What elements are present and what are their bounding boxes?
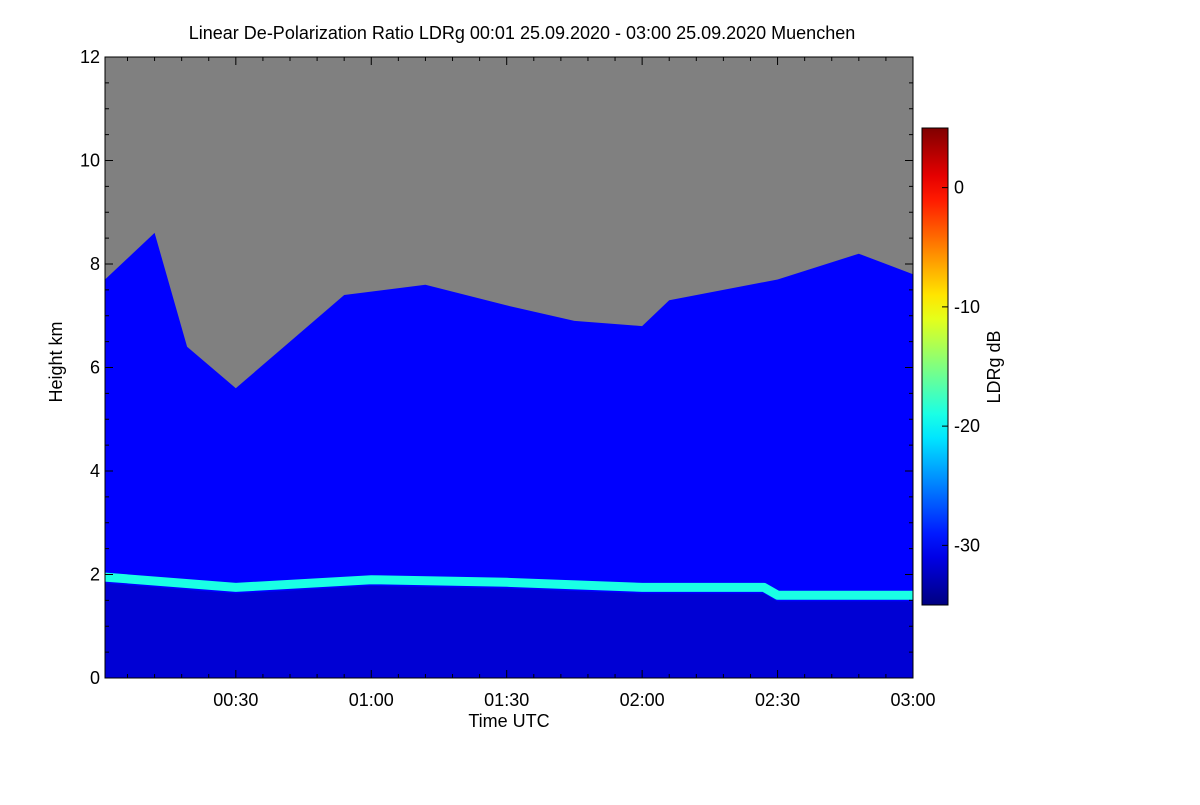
colorbar-tick-label: 0 — [954, 178, 964, 198]
y-tick-label: 2 — [90, 565, 100, 585]
colorbar-tick-label: -20 — [954, 416, 980, 436]
colorbar-ticks: -30 -20 -10 0 — [942, 178, 980, 555]
chart-title: Linear De-Polarization Ratio LDRg 00:01 … — [189, 23, 855, 43]
y-tick-label: 12 — [80, 47, 100, 67]
y-axis-label: Height km — [46, 321, 66, 402]
lower-dark-band — [105, 583, 913, 678]
x-tick-label: 03:00 — [890, 690, 935, 710]
colorbar-tick-label: -30 — [954, 535, 980, 555]
x-tick-label: 01:00 — [349, 690, 394, 710]
x-tick-label: 00:30 — [213, 690, 258, 710]
colorbar — [921, 127, 949, 606]
colorbar-label: LDRg dB — [984, 330, 1004, 403]
x-tick-label: 02:00 — [620, 690, 665, 710]
y-axis: 0 2 4 6 8 10 12 — [80, 47, 913, 688]
signal-area — [105, 232, 913, 678]
x-tick-label: 01:30 — [484, 690, 529, 710]
y-tick-label: 6 — [90, 358, 100, 378]
y-tick-label: 10 — [80, 151, 100, 171]
y-tick-label: 4 — [90, 461, 100, 481]
y-tick-label: 8 — [90, 254, 100, 274]
colorbar-tick-label: -10 — [954, 297, 980, 317]
y-tick-label: 0 — [90, 668, 100, 688]
x-tick-label: 02:30 — [755, 690, 800, 710]
x-axis: 00:30 01:00 01:30 02:00 02:30 03:00 — [126, 57, 936, 710]
depolarization-layer — [104, 572, 913, 600]
x-axis-label: Time UTC — [468, 711, 549, 731]
